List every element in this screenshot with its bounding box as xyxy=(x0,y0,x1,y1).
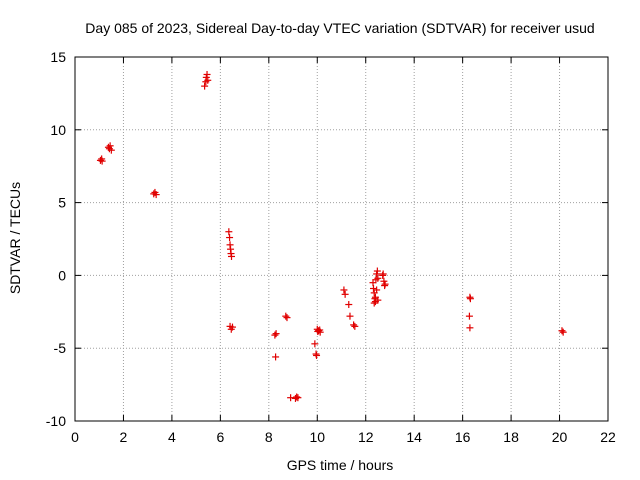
chart-title: Day 085 of 2023, Sidereal Day-to-day VTE… xyxy=(85,20,594,36)
y-tick-label: 0 xyxy=(58,267,66,283)
data-point xyxy=(313,351,321,359)
data-point xyxy=(381,282,389,290)
data-point xyxy=(379,270,387,278)
data-point xyxy=(350,321,358,329)
data-point xyxy=(373,286,381,294)
x-tick-label: 8 xyxy=(265,429,273,445)
data-point xyxy=(272,330,280,338)
data-point xyxy=(293,393,301,401)
data-point xyxy=(559,328,567,336)
data-point xyxy=(107,146,115,154)
data-point xyxy=(316,328,324,336)
data-point xyxy=(106,142,114,150)
data-point xyxy=(340,286,348,294)
data-point xyxy=(228,323,236,331)
data-point xyxy=(282,312,290,320)
data-point xyxy=(225,228,233,236)
data-point xyxy=(204,76,212,84)
data-point xyxy=(96,156,104,164)
x-tick-label: 22 xyxy=(600,429,616,445)
data-point xyxy=(314,327,322,335)
y-tick-label: -10 xyxy=(46,413,66,429)
data-point xyxy=(346,312,354,320)
x-tick-label: 2 xyxy=(120,429,128,445)
x-tick-label: 16 xyxy=(455,429,471,445)
data-point xyxy=(226,234,234,242)
data-point xyxy=(152,191,160,199)
data-point xyxy=(271,331,279,339)
plot-border xyxy=(74,56,609,422)
data-point xyxy=(201,82,209,90)
x-axis-label: GPS time / hours xyxy=(287,457,394,473)
x-tick-label: 10 xyxy=(309,429,325,445)
data-point xyxy=(341,290,349,298)
data-point xyxy=(374,274,382,282)
data-point xyxy=(272,353,280,361)
data-point xyxy=(228,252,236,260)
axes xyxy=(74,56,609,422)
x-tick-label: 14 xyxy=(406,429,422,445)
data-point xyxy=(283,314,291,322)
data-point xyxy=(558,327,566,335)
data-point xyxy=(345,301,353,309)
data-point xyxy=(98,157,106,165)
x-tick-label: 18 xyxy=(503,429,519,445)
x-tick-label: 12 xyxy=(358,429,374,445)
x-tick-label: 20 xyxy=(552,429,568,445)
y-tick-label: 10 xyxy=(50,122,66,138)
grid-lines xyxy=(75,57,608,421)
data-point xyxy=(465,312,473,320)
data-point xyxy=(369,285,377,293)
data-points xyxy=(96,70,567,402)
data-point xyxy=(351,322,359,330)
data-point xyxy=(374,296,382,304)
data-point xyxy=(370,299,378,307)
data-point xyxy=(466,295,474,303)
x-tick-label: 6 xyxy=(216,429,224,445)
data-point xyxy=(203,70,211,78)
tick-labels: 0 2 4 6 8 10 12 14 16 18 20 22 -10 -5 0 5 10 15 xyxy=(46,49,616,445)
x-tick-label: 4 xyxy=(168,429,176,445)
x-tick-label: 0 xyxy=(71,429,79,445)
data-point xyxy=(287,394,295,402)
data-point xyxy=(466,324,474,332)
y-tick-label: -5 xyxy=(54,340,67,356)
data-point xyxy=(373,267,381,275)
y-tick-label: 15 xyxy=(50,49,66,65)
data-point xyxy=(294,394,302,402)
y-axis-label: SDTVAR / TECUs xyxy=(7,182,23,294)
y-tick-label: 5 xyxy=(58,195,66,211)
data-point xyxy=(311,340,319,348)
